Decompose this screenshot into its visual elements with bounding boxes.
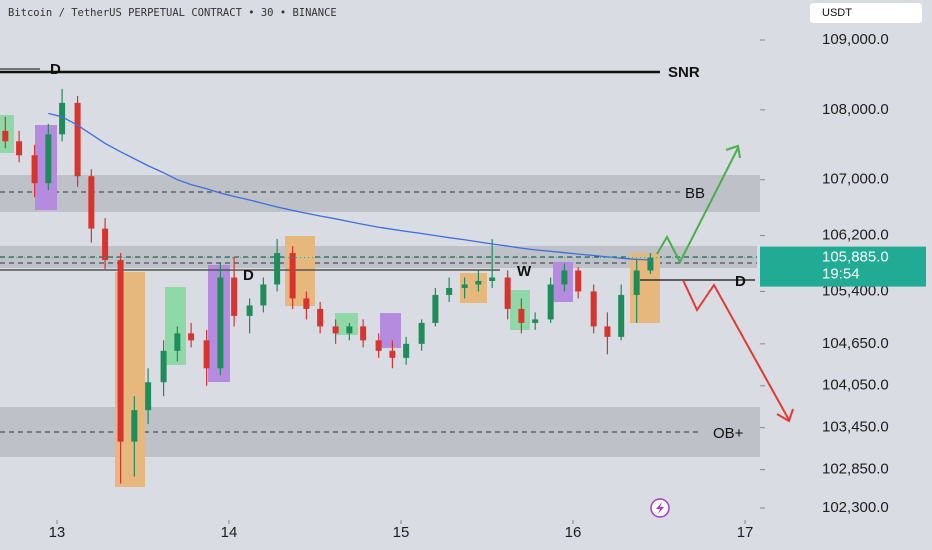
y-tick-label: 102,850.0: [822, 461, 889, 478]
up-arrow: [656, 147, 739, 265]
candle-body: [418, 322, 425, 344]
x-tick-label: 13: [49, 524, 66, 541]
candle-body: [174, 333, 181, 351]
x-tick-label: 14: [221, 524, 238, 541]
candle-body: [633, 270, 640, 295]
annotation: D: [50, 61, 61, 78]
candle-body: [131, 410, 138, 442]
y-tick-label: 106,200.0: [822, 227, 889, 244]
candle-body: [647, 257, 654, 271]
candle-body: [403, 343, 410, 358]
annotation: W: [517, 263, 532, 280]
candle-body: [432, 294, 439, 323]
box: [165, 287, 186, 365]
candle-body: [274, 253, 281, 285]
annotation: SNR: [668, 64, 700, 81]
candle-body: [16, 141, 23, 156]
moving-average: [48, 112, 651, 261]
y-tick-label: 109,000.0: [822, 31, 889, 48]
candle-body: [532, 319, 539, 323]
candle-body: [117, 260, 124, 442]
candle-body: [332, 326, 339, 334]
chart-title: Bitcoin / TetherUS PERPETUAL CONTRACT • …: [8, 7, 337, 19]
down-arrow: [682, 279, 790, 421]
box: [285, 236, 315, 306]
candle-body: [231, 277, 238, 316]
candle-body: [74, 102, 81, 177]
candle-body: [389, 350, 396, 358]
y-tick-label: 107,000.0: [822, 171, 889, 188]
zones: [0, 68, 760, 487]
candle-body: [561, 270, 568, 285]
annotation: OB+: [713, 425, 744, 442]
annotation: D: [735, 273, 746, 290]
y-tick-label: 108,000.0: [822, 101, 889, 118]
y-tick-label: 103,450.0: [822, 419, 889, 436]
annotation: BB: [685, 185, 705, 202]
candle-body: [289, 253, 296, 299]
bb-zone: [0, 175, 760, 212]
currency-box[interactable]: [810, 3, 922, 23]
candle-body: [203, 340, 210, 369]
candle-body: [475, 280, 482, 285]
candle-body: [145, 382, 152, 411]
candle-body: [317, 308, 324, 327]
candle-body: [518, 308, 525, 323]
candle-body: [375, 340, 382, 351]
currency: USDT: [822, 7, 852, 19]
candle-body: [575, 270, 582, 292]
candle-body: [102, 228, 109, 261]
box: [380, 313, 401, 348]
annotation: D: [243, 267, 254, 284]
candle-body: [2, 130, 9, 142]
y-tick-label: 105,400.0: [822, 282, 889, 299]
candle-body: [88, 176, 95, 229]
candle-body: [188, 333, 195, 341]
candle-body: [31, 155, 38, 184]
candle-body: [489, 277, 496, 281]
candle-body: [618, 294, 625, 337]
countdown: 19:54: [822, 266, 860, 283]
candle-body: [446, 287, 453, 295]
y-tick-label: 104,050.0: [822, 377, 889, 394]
last-price-label: 105,885.0: [822, 249, 889, 266]
event-icon-bolt: [656, 502, 664, 514]
x-tick-label: 15: [393, 524, 410, 541]
candle-body: [160, 350, 167, 383]
candle-body: [260, 284, 267, 306]
candle-body: [590, 291, 597, 327]
candle-body: [547, 284, 554, 320]
x-tick-label: 16: [565, 524, 582, 541]
candle-body: [346, 326, 353, 334]
last-price-tag: [760, 246, 926, 287]
candle-body: [303, 298, 310, 309]
plot: [2, 88, 654, 484]
x-tick-label: 17: [737, 524, 754, 541]
arrow-head: [776, 408, 794, 423]
candle-body: [360, 326, 367, 341]
candle-body: [217, 277, 224, 369]
candle-body: [461, 284, 468, 288]
candle-body: [246, 305, 253, 316]
y-tick-label: 102,300.0: [822, 499, 889, 516]
candle-body: [604, 326, 611, 337]
y-tick-label: 104,650.0: [822, 335, 889, 352]
candle-body: [45, 134, 52, 184]
arrow-head: [725, 144, 741, 159]
candle-body: [59, 102, 66, 135]
candle-body: [504, 277, 511, 309]
